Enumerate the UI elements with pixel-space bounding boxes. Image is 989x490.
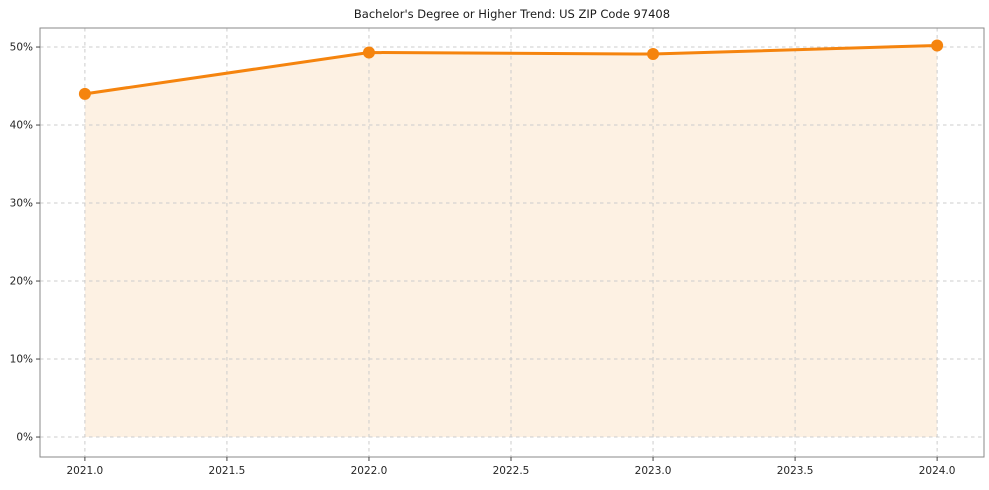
x-tick-label: 2021.0 [67, 465, 104, 477]
x-tick-label: 2023.0 [635, 465, 672, 477]
x-tick-label: 2021.5 [209, 465, 246, 477]
y-tick-label: 10% [10, 354, 33, 366]
x-tick-label: 2024.0 [919, 465, 956, 477]
chart-title: Bachelor's Degree or Higher Trend: US ZI… [353, 7, 671, 21]
y-tick-label: 40% [10, 120, 33, 132]
x-tick-label: 2022.0 [351, 465, 388, 477]
data-point-marker [362, 46, 375, 59]
y-tick-label: 0% [16, 432, 33, 444]
y-tick-label: 30% [10, 198, 33, 210]
data-point-marker [931, 39, 944, 52]
plot-border [39, 27, 985, 458]
data-point-marker [78, 87, 91, 100]
trend-line [83, 43, 939, 96]
y-tick-label: 50% [10, 42, 33, 54]
y-tick-label: 20% [10, 276, 33, 288]
data-point-marker [647, 48, 660, 61]
x-tick-label: 2022.5 [493, 465, 530, 477]
x-tick-label: 2023.5 [777, 465, 814, 477]
